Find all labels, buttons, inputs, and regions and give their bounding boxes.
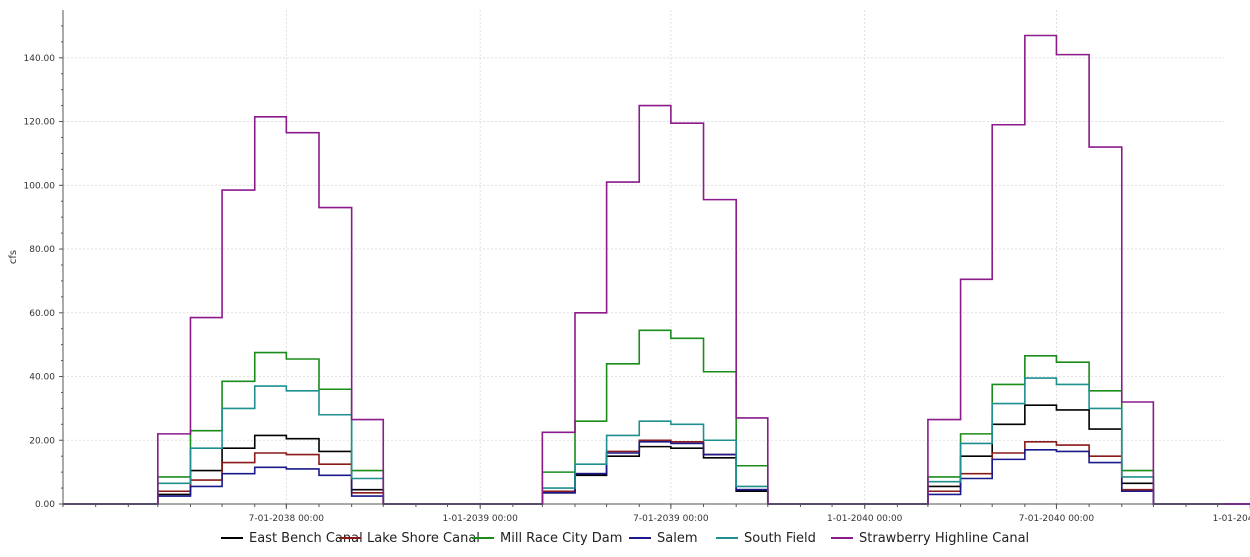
legend-label: East Bench Canal	[249, 531, 363, 546]
legend-label: Salem	[657, 531, 698, 546]
legend-label: Mill Race City Dam	[500, 531, 622, 546]
x-tick-label: 7-01-2038 00:00	[249, 514, 325, 524]
x-tick-label: 7-01-2039 00:00	[633, 514, 709, 524]
series-line-mill-race-city-dam	[63, 329, 1250, 505]
y-tick-label: 40.00	[29, 373, 55, 383]
x-tick-label: 7-01-2040 00:00	[1019, 514, 1095, 524]
grid-layer	[63, 10, 1250, 504]
legend-label: Strawberry Highline Canal	[859, 531, 1029, 546]
legend-label: South Field	[744, 531, 816, 546]
legend-item-south-field[interactable]: South Field	[716, 531, 816, 546]
y-axis-title: cfs	[8, 250, 19, 264]
y-tick-label: 100.00	[24, 181, 56, 191]
series-line-south-field	[63, 377, 1250, 505]
legend-item-east-bench-canal[interactable]: East Bench Canal	[221, 531, 363, 546]
x-tick-label: 1-01-2041 00:00	[1213, 514, 1250, 524]
series-layer	[63, 34, 1250, 505]
legend-item-salem[interactable]: Salem	[629, 531, 698, 546]
y-tick-label: 80.00	[29, 245, 55, 255]
series-line-lake-shore-canal	[63, 439, 1250, 505]
y-tick-label: 0.00	[35, 500, 55, 510]
y-tick-label: 120.00	[24, 118, 56, 128]
legend: East Bench Canal Lake Shore Canal Mill Rac…	[221, 531, 1029, 546]
y-tick-label: 20.00	[29, 436, 55, 446]
series-line-east-bench-canal	[63, 404, 1250, 505]
legend-item-mill-race-city-dam[interactable]: Mill Race City Dam	[472, 531, 622, 546]
x-tick-label: 1-01-2039 00:00	[442, 514, 518, 524]
y-tick-label: 140.00	[24, 54, 56, 64]
series-line-salem	[63, 441, 1250, 505]
y-tick-label: 60.00	[29, 309, 55, 319]
series-line-strawberry-highline-canal	[63, 34, 1250, 505]
legend-item-lake-shore-canal[interactable]: Lake Shore Canal	[339, 531, 480, 546]
legend-item-strawberry-highline-canal[interactable]: Strawberry Highline Canal	[831, 531, 1029, 546]
axis-layer: cfs 0.00 20.00 40.00 60.00 80.00 100.00 120.00…	[8, 10, 1250, 524]
legend-label: Lake Shore Canal	[367, 531, 480, 546]
x-tick-label: 1-01-2040 00:00	[827, 514, 903, 524]
